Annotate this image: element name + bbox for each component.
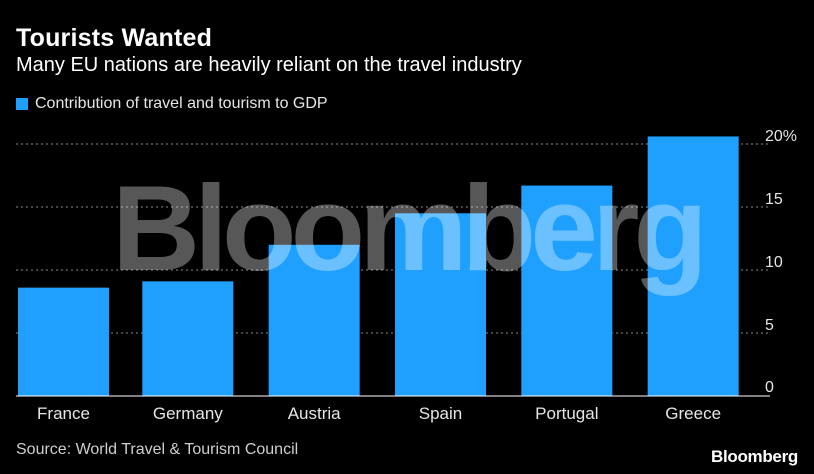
legend-label: Contribution of travel and tourism to GD… [35,95,328,112]
y-tick-label: 0 [765,379,774,396]
x-tick-label: Austria [288,404,341,423]
chart-subtitle: Many EU nations are heavily reliant on t… [16,54,522,76]
bars [18,136,739,396]
y-tick-label: 10 [765,254,783,271]
bar-france [18,287,109,396]
y-tick-label: 5 [765,317,774,334]
y-tick-label: 20% [765,128,797,145]
x-tick-label: Spain [419,404,462,423]
bar-portugal [521,185,613,396]
gridlines [16,143,770,334]
x-tick-label: Greece [665,404,721,423]
y-axis-ticks: 0 5 10 15 20% [765,128,797,396]
source-note: Source: World Travel & Tourism Council [16,441,299,458]
x-tick-label: Portugal [535,404,598,423]
bar-austria [268,244,360,396]
brand-logo: Bloomberg [710,447,798,466]
y-tick-label: 15 [765,191,783,208]
bar-spain [395,213,486,396]
x-tick-label: France [37,404,90,423]
watermark: Bloomberg [112,160,702,296]
legend: Contribution of travel and tourism to GD… [16,95,328,113]
x-tick-label: Germany [153,404,223,423]
bar-greece [647,136,739,396]
chart-title: Tourists Wanted [16,24,213,52]
bar-germany [142,281,234,396]
x-axis-labels: France Germany Austria Spain Portugal Greece [37,404,721,423]
legend-swatch [16,98,28,110]
